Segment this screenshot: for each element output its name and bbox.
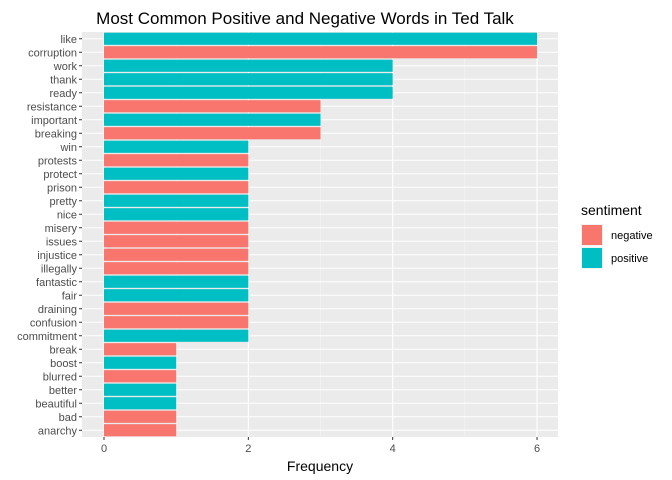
bar-injustice bbox=[104, 248, 249, 261]
bar-like bbox=[104, 32, 538, 45]
y-tick-label: pretty bbox=[49, 196, 77, 208]
y-tick-label: protests bbox=[38, 155, 78, 167]
bar-misery bbox=[104, 221, 249, 234]
bar-draining bbox=[104, 302, 249, 315]
legend-label-negative: negative bbox=[611, 230, 653, 242]
bar-ready bbox=[104, 86, 393, 99]
bar-important bbox=[104, 113, 321, 126]
bar-illegally bbox=[104, 262, 249, 275]
chart-title: Most Common Positive and Negative Words … bbox=[96, 9, 514, 28]
y-tick-label: nice bbox=[57, 209, 77, 221]
bar-breaking bbox=[104, 127, 321, 140]
bar-pretty bbox=[104, 194, 249, 207]
y-tick-label: prison bbox=[47, 182, 77, 194]
x-tick-label: 2 bbox=[245, 443, 251, 455]
bar-blurred bbox=[104, 370, 177, 383]
legend-label-positive: positive bbox=[611, 253, 648, 265]
bar-commitment bbox=[104, 329, 249, 342]
y-tick-label: illegally bbox=[41, 263, 78, 275]
bar-anarchy bbox=[104, 424, 177, 437]
bar-prison bbox=[104, 181, 249, 194]
bar-thank bbox=[104, 73, 393, 86]
bar-break bbox=[104, 343, 177, 356]
y-tick-label: commitment bbox=[17, 331, 77, 343]
bar-bad bbox=[104, 410, 177, 423]
x-axis-title: Frequency bbox=[287, 458, 353, 474]
bar-fair bbox=[104, 289, 249, 302]
bar-issues bbox=[104, 235, 249, 248]
y-tick-label: resistance bbox=[27, 101, 77, 113]
y-tick-label: bad bbox=[59, 412, 77, 424]
y-tick-label: breaking bbox=[35, 128, 77, 140]
x-tick-label: 4 bbox=[390, 443, 396, 455]
bar-corruption bbox=[104, 46, 538, 59]
legend-title: sentiment bbox=[581, 202, 642, 218]
y-tick-label: confusion bbox=[30, 317, 77, 329]
y-tick-label: anarchy bbox=[38, 425, 78, 437]
bar-protect bbox=[104, 167, 249, 180]
bar-fantastic bbox=[104, 275, 249, 288]
bar-better bbox=[104, 383, 177, 396]
y-tick-label: thank bbox=[50, 74, 77, 86]
y-tick-label: beautiful bbox=[35, 398, 77, 410]
y-tick-label: like bbox=[60, 34, 77, 46]
y-tick-label: win bbox=[59, 142, 77, 154]
bar-win bbox=[104, 140, 249, 153]
y-tick-label: break bbox=[49, 344, 77, 356]
bar-nice bbox=[104, 208, 249, 221]
plot-panel bbox=[82, 32, 558, 437]
x-tick-label: 6 bbox=[534, 443, 540, 455]
bar-confusion bbox=[104, 316, 249, 329]
grid-minor bbox=[175, 32, 466, 437]
y-tick-label: important bbox=[31, 115, 77, 127]
y-tick-label: boost bbox=[50, 358, 77, 370]
y-tick-label: misery bbox=[45, 223, 78, 235]
y-tick-label: work bbox=[53, 61, 78, 73]
x-axis: 0 2 4 6 bbox=[101, 437, 540, 455]
legend-swatch-positive bbox=[582, 248, 602, 268]
legend: sentiment negative positive bbox=[581, 202, 653, 269]
legend-swatch-negative bbox=[582, 225, 602, 245]
x-tick-label: 0 bbox=[101, 443, 107, 455]
y-tick-label: draining bbox=[38, 304, 77, 316]
bar-beautiful bbox=[104, 397, 177, 410]
bar-protests bbox=[104, 154, 249, 167]
y-tick-label: corruption bbox=[28, 47, 77, 59]
bar-resistance bbox=[104, 100, 321, 113]
y-tick-label: protect bbox=[43, 169, 77, 181]
y-tick-label: fair bbox=[62, 290, 78, 302]
bar-boost bbox=[104, 356, 177, 369]
y-tick-label: issues bbox=[46, 236, 78, 248]
y-tick-label: better bbox=[49, 385, 77, 397]
bar-work bbox=[104, 59, 393, 72]
bars bbox=[104, 32, 538, 437]
y-tick-label: ready bbox=[49, 88, 77, 100]
y-tick-label: fantastic bbox=[36, 277, 77, 289]
y-tick-label: blurred bbox=[43, 371, 77, 383]
y-tick-label: injustice bbox=[37, 250, 77, 262]
